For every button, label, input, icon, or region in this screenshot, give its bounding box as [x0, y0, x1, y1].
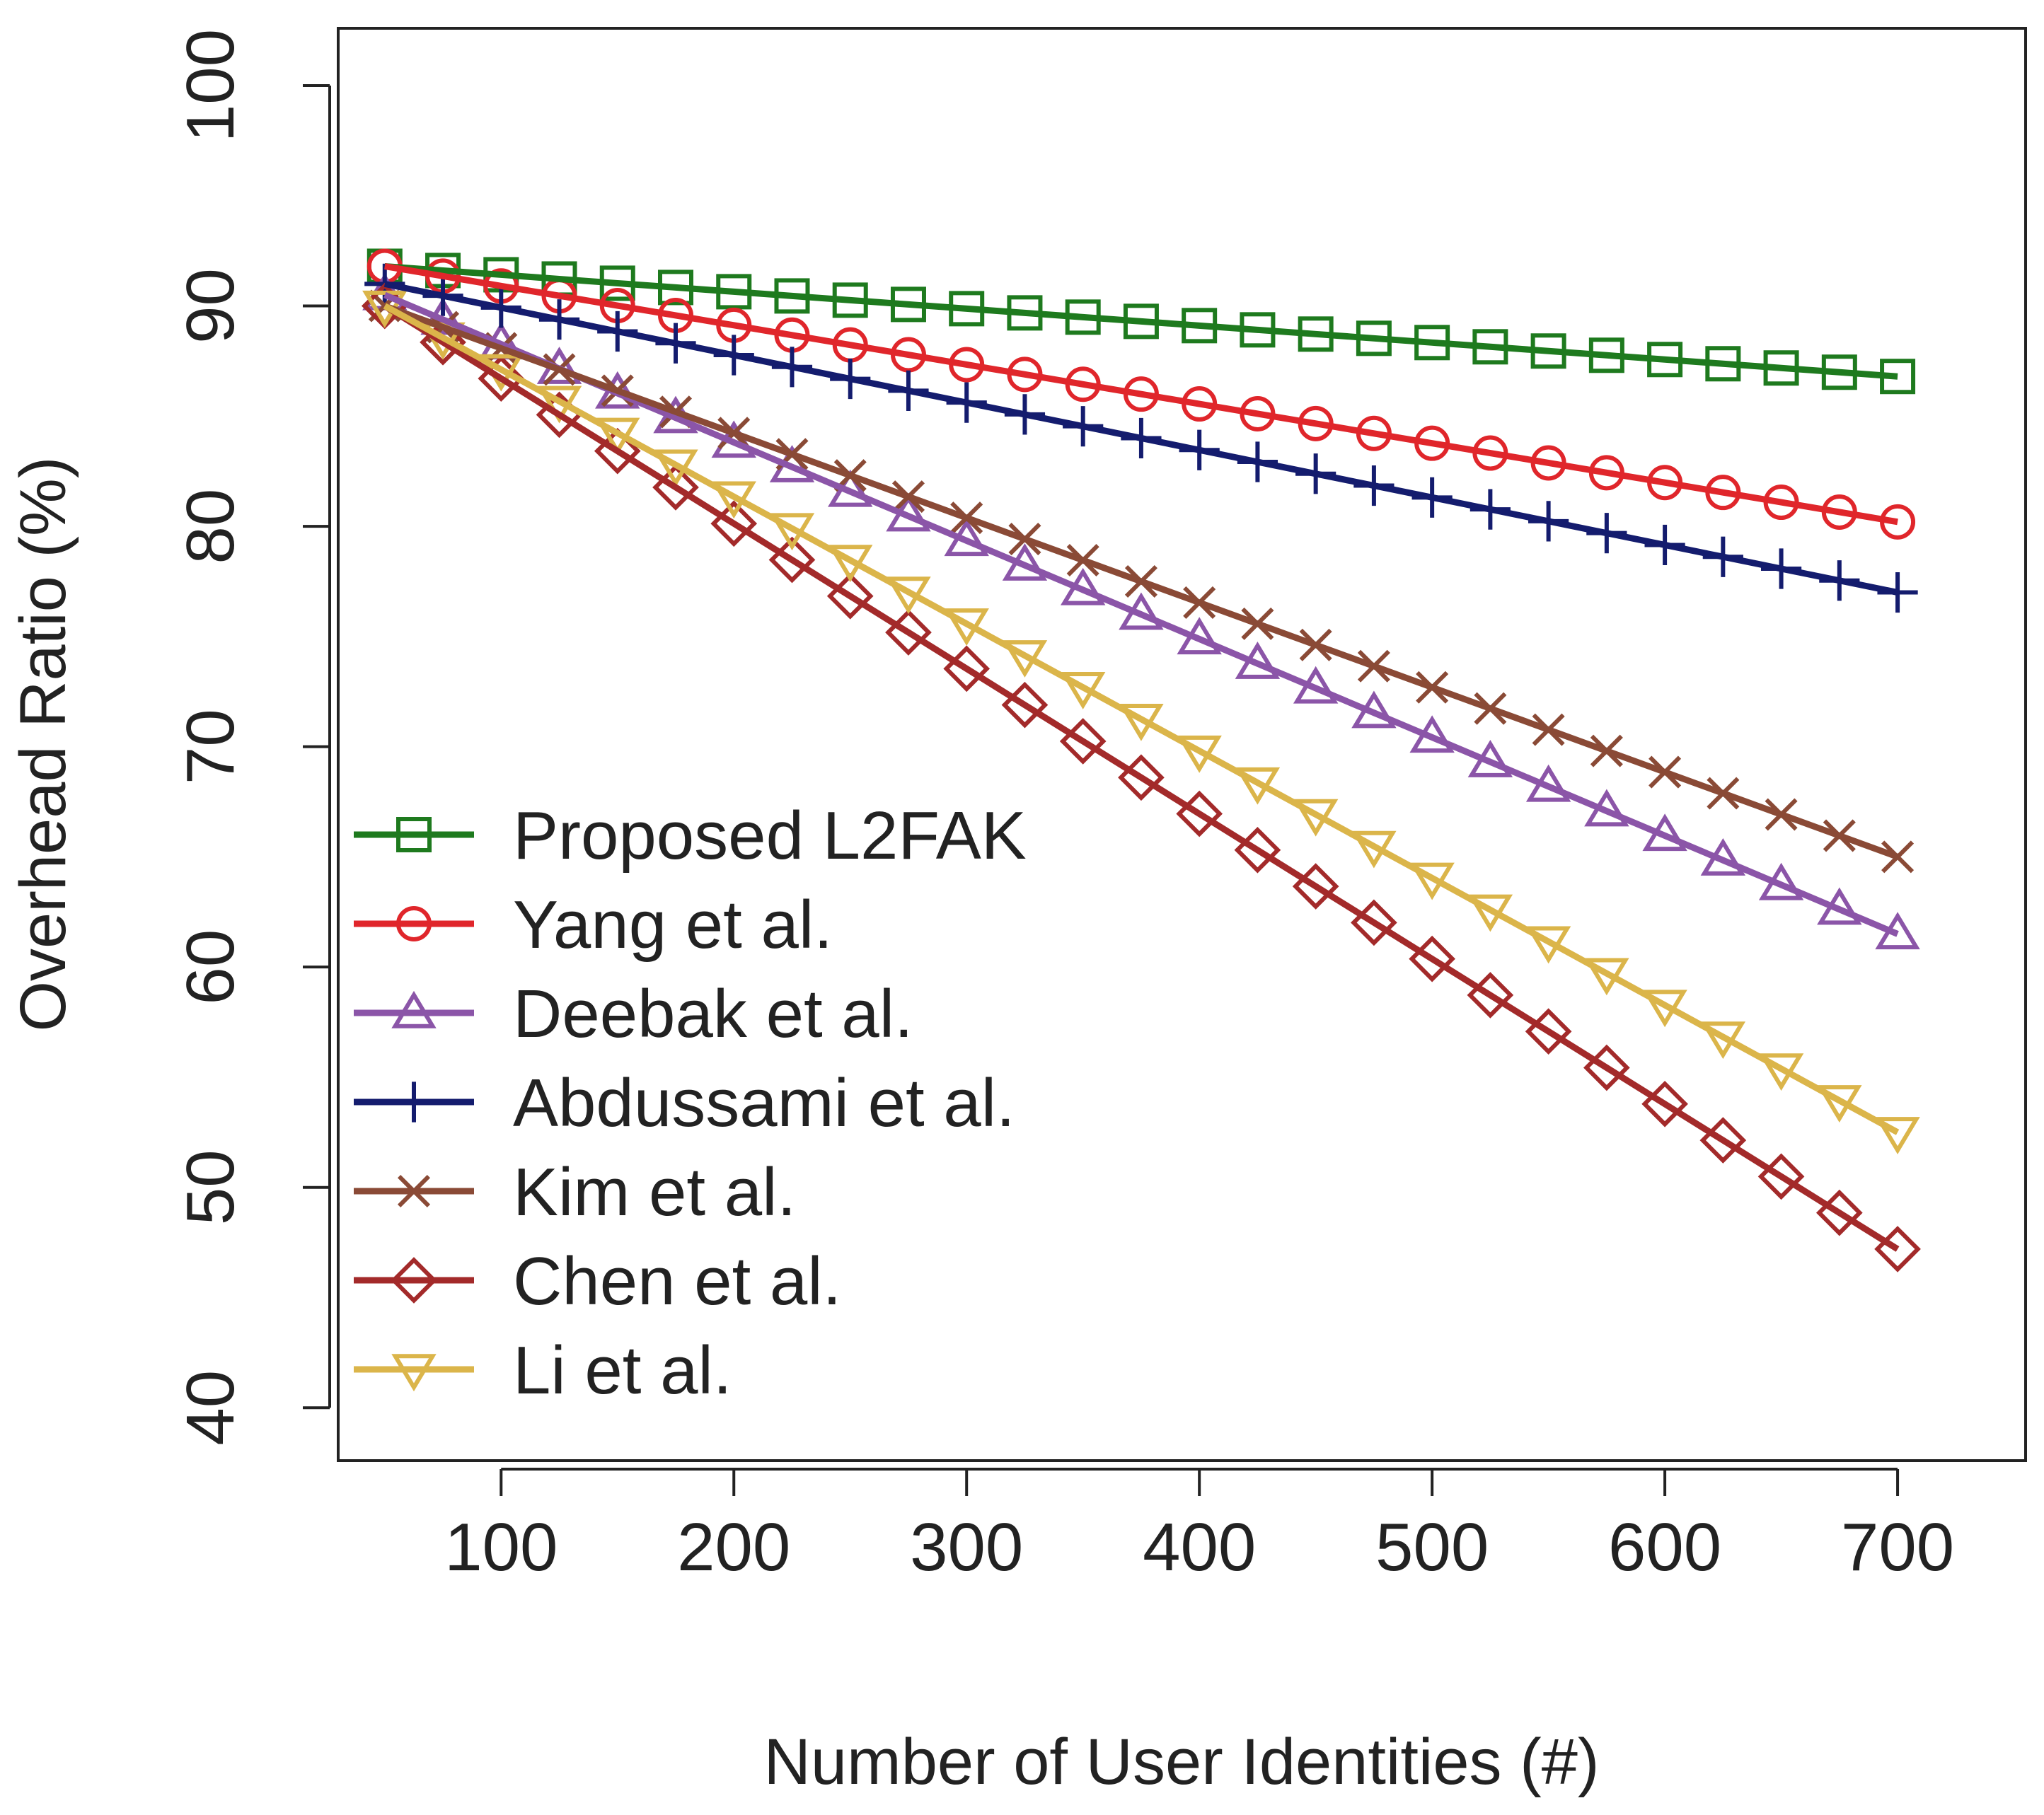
y-tick-label: 90 — [173, 268, 248, 344]
x-tick-label: 700 — [1841, 1509, 1954, 1585]
x-tick-label: 300 — [910, 1509, 1023, 1585]
series-point-li-et-al — [1875, 1117, 1920, 1154]
y-tick-label: 40 — [173, 1370, 248, 1446]
x-axis-title: Number of User Identities (#) — [763, 1726, 1599, 1798]
series-line-proposed-l2fak — [384, 262, 1898, 380]
x-tick-label: 200 — [677, 1509, 790, 1585]
legend-swatch-marker-abdussami-et-al — [393, 1082, 434, 1123]
series-line-abdussami-et-al — [383, 280, 1898, 596]
x-tick-label: 600 — [1608, 1509, 1721, 1585]
plot-lines — [383, 262, 1900, 1252]
y-tick-label: 70 — [173, 709, 248, 784]
legend-label-deebak-et-al: Deebak et al. — [513, 976, 913, 1052]
y-tick-label: 100 — [173, 29, 248, 142]
y-axis-title: Overhead Ratio (%) — [7, 457, 79, 1032]
x-tick-label: 400 — [1143, 1509, 1256, 1585]
y-axis: 40 50 60 70 80 90 100 — [173, 29, 331, 1446]
plot-frame — [337, 27, 2027, 1462]
legend-label-proposed-l2fak: Proposed L2FAK — [513, 798, 1027, 874]
y-tick-label: 60 — [173, 929, 248, 1005]
series-line-deebak-et-al — [383, 291, 1899, 937]
legend-swatch-marker-li-et-al — [391, 1354, 437, 1392]
legend-label-chen-et-al: Chen et al. — [513, 1243, 841, 1319]
legend-swatch-marker-yang-et-al — [396, 906, 432, 941]
legend-label-li-et-al: Li et al. — [513, 1333, 732, 1408]
x-tick-label: 500 — [1375, 1509, 1489, 1585]
y-tick-label: 50 — [173, 1149, 248, 1225]
x-tick-label: 100 — [444, 1509, 558, 1585]
legend-label-yang-et-al: Yang et al. — [513, 887, 833, 963]
legend-label-kim-et-al: Kim et al. — [513, 1154, 796, 1230]
legend-swatch-marker-deebak-et-al — [391, 990, 437, 1028]
y-tick-label: 80 — [173, 489, 248, 564]
series-line-li-et-al — [383, 303, 1900, 1135]
legend-swatch-marker-chen-et-al — [391, 1257, 437, 1304]
x-axis: 100 200 300 400 500 600 700 — [444, 1468, 1954, 1585]
legend-swatch-marker-proposed-l2fak — [396, 817, 432, 852]
series-line-yang-et-al — [384, 263, 1898, 526]
legend: Proposed L2FAK Yang et al. Deebak et al. Ab… — [354, 798, 1027, 1408]
legend-label-abdussami-et-al: Abdussami et al. — [513, 1065, 1015, 1141]
series-line-chen-et-al — [383, 303, 1900, 1252]
series-line-kim-et-al — [383, 303, 1899, 860]
legend-swatch-marker-kim-et-al — [397, 1174, 431, 1208]
